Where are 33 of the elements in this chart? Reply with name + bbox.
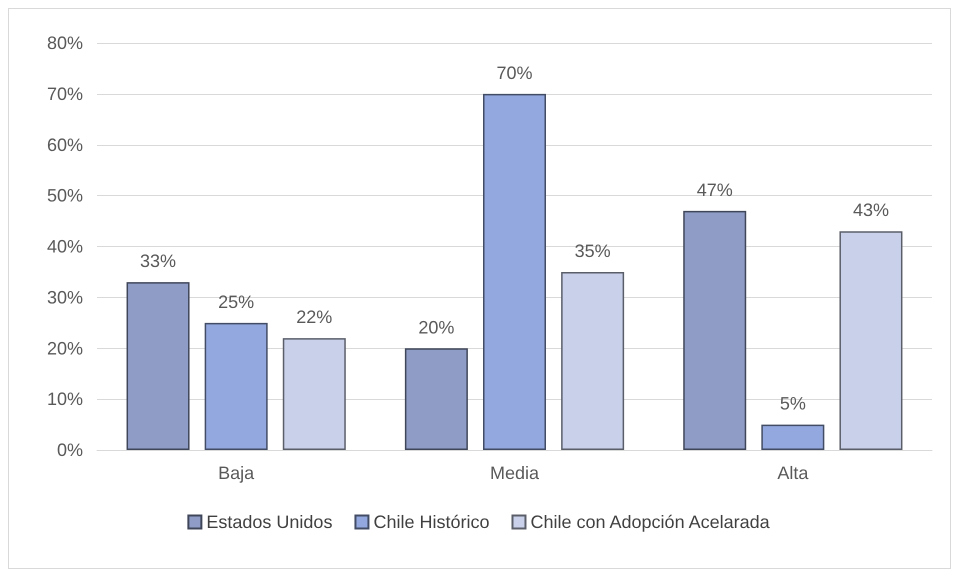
y-tick-label: 70% [46, 84, 83, 104]
y-tick-label: 40% [46, 236, 83, 256]
x-tick-label: Media [490, 463, 540, 483]
data-label: 20% [418, 317, 454, 338]
bar [561, 272, 624, 450]
legend-label: Chile con Adopción Acelarada [530, 512, 771, 532]
data-label: 33% [140, 251, 176, 272]
bar [404, 348, 468, 450]
y-tick-label: 50% [46, 186, 83, 206]
data-label: 25% [218, 292, 254, 312]
y-tick-label: 10% [46, 389, 83, 410]
bar [282, 338, 346, 450]
y-tick-label: 60% [46, 134, 83, 155]
y-tick-label: 80% [46, 33, 83, 53]
y-tick-label: 20% [46, 338, 83, 358]
data-label: 22% [296, 307, 332, 328]
x-tick-label: Alta [777, 463, 810, 483]
bar [483, 94, 546, 450]
bar [126, 282, 190, 450]
bar [204, 322, 268, 450]
data-label: 35% [574, 240, 611, 261]
legend-label: Estados Unidos [206, 512, 332, 532]
bar [683, 210, 746, 450]
y-tick-label: 30% [46, 287, 83, 308]
legend-label: Chile Histórico [373, 512, 490, 532]
bar [839, 231, 902, 450]
data-label: 47% [696, 180, 733, 200]
data-label: 5% [780, 394, 806, 414]
x-tick-label: Baja [218, 463, 256, 483]
data-label: 70% [496, 62, 533, 83]
y-tick-label: 0% [56, 440, 83, 460]
data-label: 43% [852, 200, 889, 220]
bar [761, 424, 824, 450]
